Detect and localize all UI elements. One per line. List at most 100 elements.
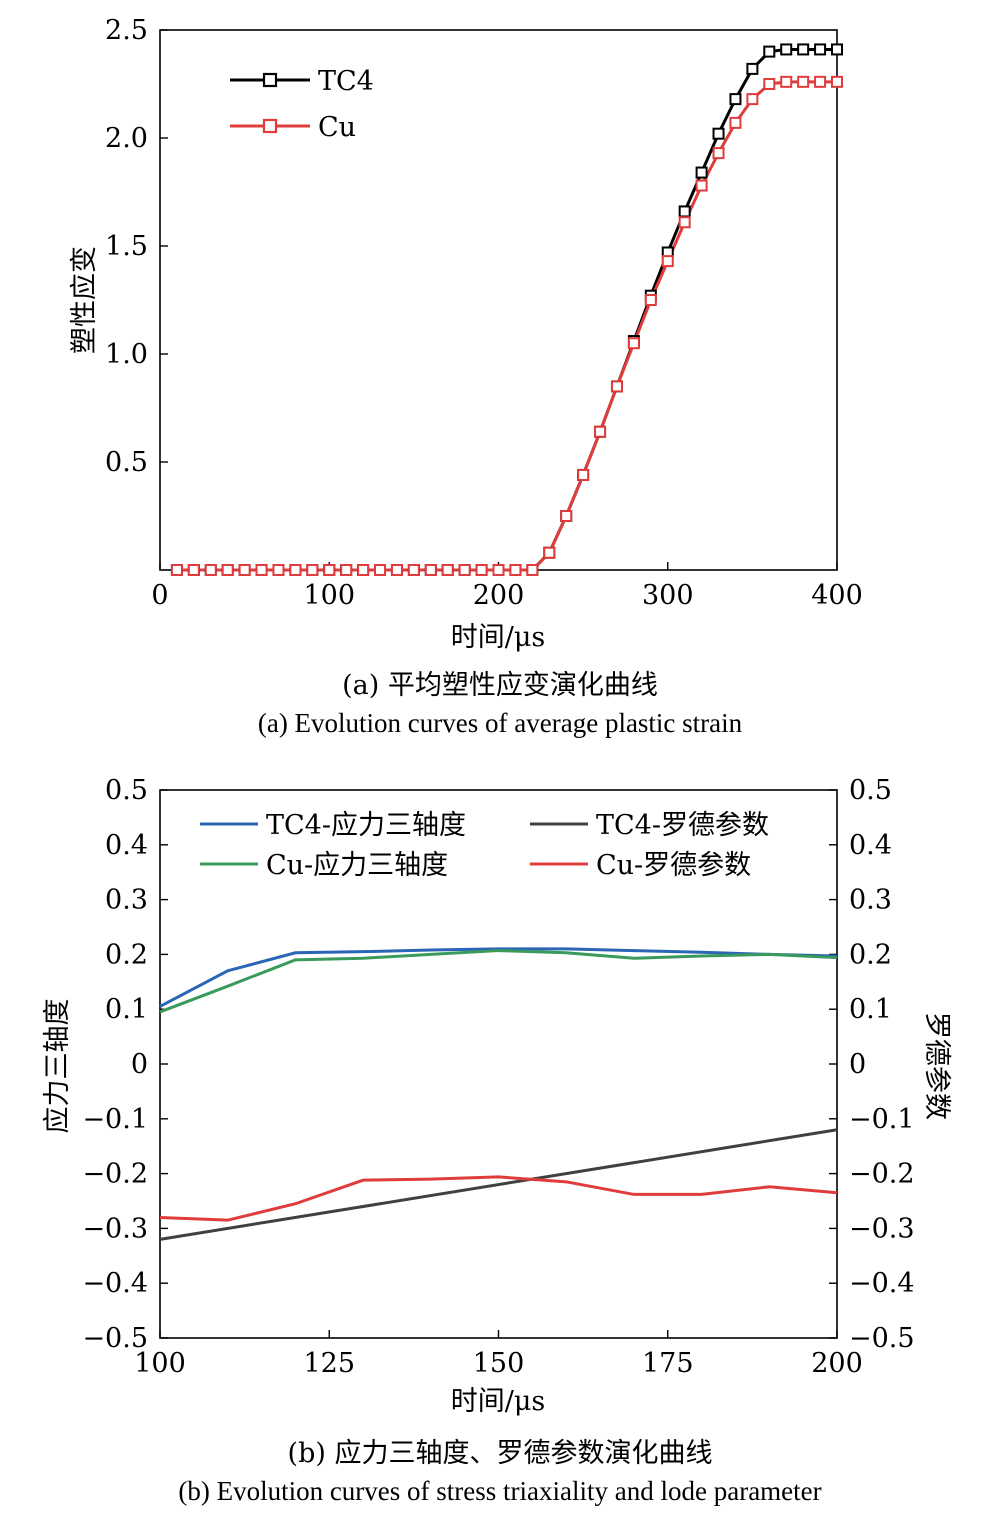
chart-a-y-tick-label: 0.5 [105,447,148,478]
data-point-cu [357,564,370,576]
data-point-tc4 [746,62,759,75]
chart-b-y-tick-label: 0.5 [105,775,148,806]
chart-b-y-tick-label: 0.2 [105,939,148,970]
chart-b-x-tick-label: 100 [134,1348,186,1379]
chart-b-y-tick-label: −0.5 [82,1323,148,1354]
chart-b-y2-tick-label: −0.1 [849,1104,915,1135]
chart-a-caption-en: (a) Evolution curves of average plastic … [258,708,743,738]
data-point-cu [272,564,285,576]
chart-a-y-tick-label: 2.0 [105,123,148,154]
data-point-cu [712,147,725,160]
data-point-cu [814,75,827,88]
series-line-cu-triaxiality [159,949,838,1014]
chart-b-legend: TC4-应力三轴度 Cu-应力三轴度 TC4-罗德参数 Cu-罗德参数 [200,810,769,881]
chart-b-y2-tick-label: 0.3 [849,885,892,916]
chart-a-legend: TC4 Cu [230,66,374,143]
chart-b-y-tick-label: 0.3 [105,885,148,916]
data-point-cu [340,564,353,576]
chart-b-y2-tick-label: 0.5 [849,775,892,806]
data-point-tc4 [763,45,776,58]
chart-b-y-axis-label: 应力三轴度 [42,999,73,1134]
series-line-tc4-triaxiality [159,947,838,1008]
chart-a-caption-cn: (a) 平均塑性应变演化曲线 [342,670,658,701]
chart-b-y2-tick-label: −0.4 [849,1268,915,1299]
chart-b-y-tick-label: −0.4 [82,1268,148,1299]
data-point-cu [306,564,319,576]
data-point-cu [374,564,387,576]
series-line-cu-lode [159,1175,838,1222]
data-point-cu [323,564,336,576]
data-point-tc4 [780,43,793,56]
chart-a-y-axis-label: 塑性应变 [69,246,100,354]
chart-a-y-tick-label: 1.5 [105,231,148,262]
data-point-cu [221,564,234,576]
chart-b-y2-tick-label: −0.5 [849,1323,915,1354]
chart-b-y2-tick-label: −0.3 [849,1213,915,1244]
series-line-tc4-lode [159,1128,838,1241]
chart-a-ticks: 0 100 200 300 400 0.5 1.0 1.5 2.0 2.5 [105,15,863,611]
legend-label-tc4: TC4 [318,66,374,97]
chart-b-y-tick-label: 0.1 [105,994,148,1025]
data-point-cu [509,564,522,576]
chart-b-ticks: 100 125 150 175 200−0.5 −0.5−0.4 −0.4−0.3 −0.3−… [82,775,914,1379]
legend-label-tc4-lode: TC4-罗德参数 [596,810,769,841]
data-point-cu [543,546,556,559]
chart-a-x-axis-label: 时间/μs [451,622,546,653]
chart-b-y-tick-label: 0 [131,1049,148,1080]
chart-b-y2-tick-label: 0.2 [849,939,892,970]
data-point-tc4 [712,127,725,140]
chart-b-y-tick-label: −0.1 [82,1104,148,1135]
data-point-cu [678,216,691,229]
data-point-cu [441,564,454,576]
data-point-cu [746,93,759,106]
data-point-cu [661,255,674,268]
chart-b-y-tick-label: 0.4 [105,830,148,861]
data-point-cu [204,564,217,576]
data-point-cu [594,425,607,438]
chart-a-y-tick-label: 2.5 [105,15,148,46]
chart-b-series [159,947,838,1241]
chart-b-y-tick-label: −0.2 [82,1159,148,1190]
chart-b-y2-tick-label: −0.2 [849,1159,915,1190]
data-point-cu [458,564,471,576]
data-point-cu [390,564,403,576]
data-point-cu [289,564,302,576]
data-point-cu [695,179,708,192]
chart-a-x-tick-label: 0 [151,580,168,611]
chart-b-x-tick-label: 125 [303,1348,355,1379]
data-point-cu [644,294,657,306]
data-point-cu [763,78,776,90]
data-point-cu [424,564,437,576]
data-point-cu [407,564,420,576]
chart-b-x-tick-label: 150 [473,1348,525,1379]
chart-a-series [170,43,843,576]
data-point-tc4 [729,93,742,106]
chart-b-x-axis-label: 时间/μs [451,1386,546,1417]
legend-label-cu: Cu [318,112,356,143]
legend-label-cu-lode: Cu-罗德参数 [596,850,751,881]
chart-b-y-tick-label: −0.3 [82,1213,148,1244]
chart-a-x-tick-label: 200 [473,580,525,611]
data-point-cu [729,116,742,129]
legend-label-cu-triaxiality: Cu-应力三轴度 [266,850,448,881]
data-point-cu [610,380,623,393]
chart-b-y2-tick-label: 0.4 [849,830,892,861]
data-point-cu [577,468,590,481]
legend-marker-cu [262,118,278,134]
data-point-tc4 [695,166,708,179]
data-point-cu [797,75,810,88]
chart-b-y2-tick-label: 0 [849,1049,866,1080]
data-point-cu [255,564,268,576]
data-point-cu [238,564,251,576]
chart-b-caption-en: (b) Evolution curves of stress triaxiali… [178,1476,821,1506]
data-point-cu [187,564,200,576]
data-point-cu [492,564,505,576]
data-point-tc4 [797,43,810,56]
chart-a-plot-frame [159,29,838,571]
chart-triaxiality-lode: 100 125 150 175 200−0.5 −0.5−0.4 −0.4−0.3 −0.3−… [42,775,952,1506]
chart-b-y2-axis-label: 罗德参数 [921,1012,952,1120]
legend-marker-tc4 [262,72,278,88]
chart-a-x-tick-label: 100 [303,580,355,611]
series-line-cu [176,80,837,572]
